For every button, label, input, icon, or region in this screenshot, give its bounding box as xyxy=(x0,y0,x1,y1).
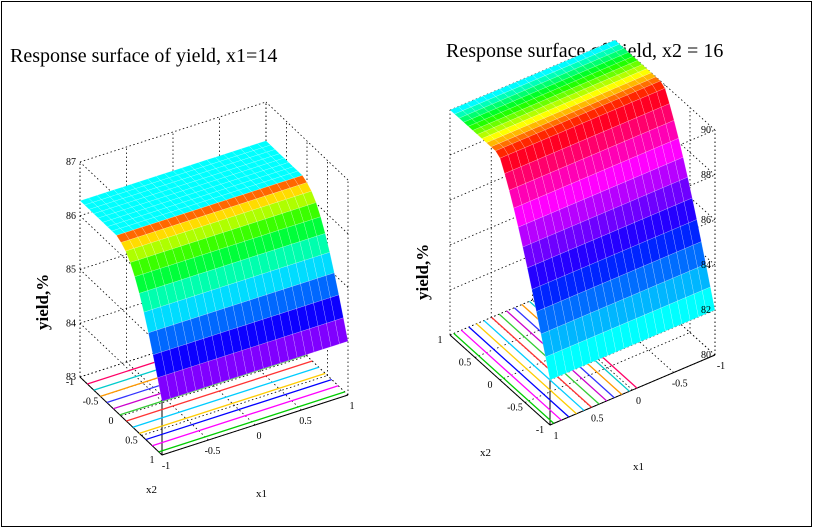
right-x1-label: x1 xyxy=(633,461,644,473)
contour-line xyxy=(491,316,593,408)
wall-grid-line xyxy=(79,269,163,348)
contour-line xyxy=(460,329,562,421)
x2-tick-label: 1 xyxy=(150,455,155,466)
surface-patch xyxy=(334,317,349,345)
contour-line xyxy=(476,323,577,415)
z-tick-label: 85 xyxy=(66,265,76,276)
x2-tick-label: 0 xyxy=(109,416,114,427)
chart-title-left: Response surface of yield, x1=14 xyxy=(10,45,278,67)
z-tick-label: 84 xyxy=(701,260,711,271)
right-chart: 80 82 84 86 88 90 -1 -0.5 0 0.5 1 -1 -0.5 0 0.5 1 yield… xyxy=(413,39,726,473)
x1-tick-label: -1 xyxy=(536,425,544,436)
x2-tick-label: -0.5 xyxy=(83,397,99,408)
contour-line xyxy=(126,360,313,422)
axis-edge xyxy=(79,376,163,456)
right-x2-label: x2 xyxy=(480,447,491,459)
x1-tick-label: 0 xyxy=(257,431,262,442)
axis-edge xyxy=(549,354,716,426)
left-surface xyxy=(79,140,349,402)
contour-line xyxy=(453,332,555,424)
axis-edge xyxy=(161,394,349,456)
contour-line xyxy=(132,366,319,428)
wall-grid-line xyxy=(79,262,267,324)
floor-grid-line xyxy=(524,332,691,403)
z-tick-label: 88 xyxy=(701,170,711,181)
surface-patch xyxy=(702,286,716,314)
left-x2-label: x2 xyxy=(146,484,157,496)
right-surface xyxy=(449,39,716,381)
x1-tick-label: 1 xyxy=(350,401,355,412)
left-x1-label: x1 xyxy=(256,488,267,500)
wall-grid-line xyxy=(79,316,267,378)
x1-tick-label: 0.5 xyxy=(459,358,472,369)
wall-grid-line xyxy=(265,101,349,181)
floor-grid-line xyxy=(120,355,308,417)
contour-line xyxy=(152,385,339,447)
z-tick-label: 80 xyxy=(701,350,711,361)
wall-grid-line xyxy=(79,209,267,270)
right-ticks: 80 82 84 86 88 90 -1 -0.5 0 0.5 1 -1 -0.5 0 0.5 1 xyxy=(438,125,726,442)
wall-grid-line xyxy=(549,129,716,201)
z-tick-label: 83 xyxy=(66,372,76,383)
left-ticks: 83 84 85 86 87 -1 -0.5 0 0.5 1 -1 -0.5 0 0.5 1 xyxy=(66,157,355,472)
floor-grid-line xyxy=(219,331,302,411)
contour-line xyxy=(145,378,332,441)
x1-tick-label: -0.5 xyxy=(205,446,221,457)
wall-grid-line xyxy=(79,101,267,163)
x1-tick-label: 0.5 xyxy=(299,416,312,427)
contour-line xyxy=(468,326,570,418)
x2-tick-label: 0 xyxy=(636,396,641,407)
axis-edge xyxy=(449,334,551,426)
x1-tick-label: -0.5 xyxy=(507,403,523,414)
x2-tick-label: 1 xyxy=(554,431,559,442)
x2-tick-label: 0.5 xyxy=(591,414,604,425)
left-chart: 83 84 85 86 87 -1 -0.5 0 0.5 1 -1 -0.5 0 0.5 1 yield,%… xyxy=(33,101,355,500)
x2-tick-label: -1 xyxy=(717,361,725,372)
z-tick-label: 84 xyxy=(66,318,76,329)
chart-title-right: Response surface of yield, x2 = 16 xyxy=(446,40,724,62)
contour-line xyxy=(139,372,326,435)
contour-line xyxy=(158,391,345,453)
z-tick-label: 86 xyxy=(701,215,711,226)
z-tick-label: 86 xyxy=(66,211,76,222)
x1-tick-label: 1 xyxy=(438,335,443,346)
x2-tick-label: 0.5 xyxy=(125,436,138,447)
x1-tick-label: -1 xyxy=(162,461,170,472)
z-tick-label: 87 xyxy=(66,157,76,168)
contour-line xyxy=(483,320,585,412)
floor-grid-line xyxy=(141,375,328,436)
x2-tick-label: -0.5 xyxy=(672,379,688,390)
wall-grid-line xyxy=(79,322,163,402)
x2-tick-label: -1 xyxy=(66,377,74,388)
z-tick-label: 82 xyxy=(701,305,711,316)
wall-grid-line xyxy=(265,316,349,396)
right-zlabel: yield,% xyxy=(413,244,432,300)
floor-grid-line xyxy=(172,346,256,426)
x1-tick-label: 0 xyxy=(488,380,493,391)
z-tick-label: 90 xyxy=(701,125,711,136)
wall-grid-line xyxy=(79,215,163,295)
left-zlabel: yield,% xyxy=(33,274,52,330)
